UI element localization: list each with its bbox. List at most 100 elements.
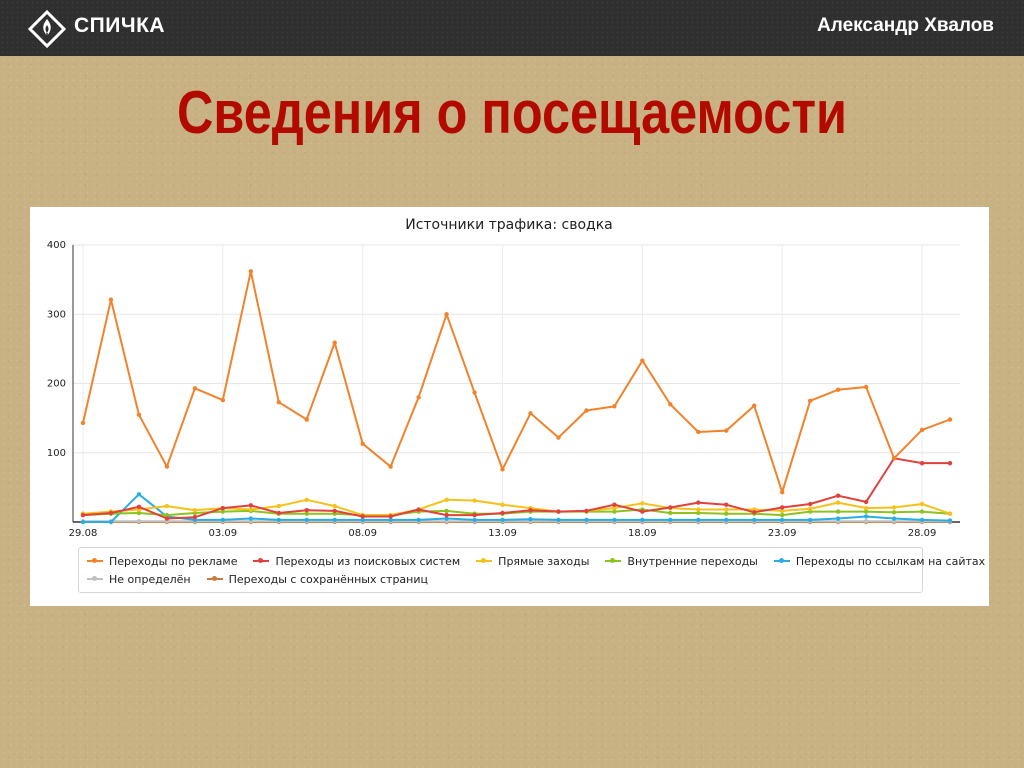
- page-title: Сведения о посещаемости: [176, 79, 847, 146]
- data-point: [444, 512, 449, 518]
- data-point: [752, 517, 757, 523]
- data-point: [164, 516, 170, 521]
- data-point: [696, 507, 701, 512]
- data-point: [164, 503, 170, 509]
- data-point: [108, 510, 114, 516]
- data-point: [724, 502, 729, 507]
- legend-label: Переходы из поисковых систем: [275, 554, 461, 568]
- data-point: [779, 505, 785, 510]
- data-point: [584, 408, 589, 413]
- data-point: [500, 517, 505, 523]
- data-point: [724, 507, 729, 512]
- data-point: [332, 340, 337, 345]
- data-point: [304, 511, 309, 516]
- data-point: [947, 518, 953, 523]
- data-point: [108, 297, 114, 302]
- x-tick-label: 29.08: [69, 528, 98, 539]
- data-point: [807, 506, 813, 512]
- chart-legend: Переходы по рекламе Переходы из поисковых…: [78, 547, 985, 593]
- data-point: [276, 503, 281, 509]
- data-point: [164, 464, 170, 469]
- data-point: [220, 509, 226, 514]
- data-point: [696, 429, 701, 435]
- data-point: [332, 517, 337, 523]
- data-point: [416, 395, 421, 400]
- data-point: [612, 517, 617, 523]
- legend-item[interactable]: Переходы с сохранённых страниц: [206, 572, 428, 586]
- data-point: [919, 517, 925, 523]
- data-point: [444, 497, 449, 503]
- data-point: [863, 514, 869, 519]
- data-point: [248, 516, 254, 521]
- data-point: [192, 386, 198, 391]
- data-point: [612, 404, 617, 409]
- data-point: [332, 508, 337, 514]
- data-point: [220, 505, 226, 511]
- data-point: [807, 501, 813, 507]
- data-point: [472, 390, 477, 395]
- legend-item[interactable]: Переходы по ссылкам на сайтах: [773, 555, 985, 568]
- data-point: [612, 509, 617, 514]
- author-name: Александр Хвалов: [817, 15, 994, 36]
- data-point: [416, 507, 421, 512]
- x-tick-label: 18.09: [628, 528, 657, 539]
- data-point: [891, 456, 897, 461]
- data-point: [136, 492, 142, 497]
- chart-title: Источники трафика: сводка: [405, 217, 613, 233]
- data-point: [835, 387, 841, 392]
- data-point: [807, 517, 813, 523]
- legend-item[interactable]: Внутренние переходы: [605, 555, 758, 568]
- data-point: [444, 516, 449, 521]
- data-point: [192, 514, 198, 520]
- data-point: [891, 516, 897, 521]
- data-point: [500, 467, 505, 472]
- legend-item[interactable]: Переходы из поисковых систем: [253, 555, 460, 568]
- data-point: [556, 509, 561, 514]
- data-point: [276, 399, 281, 405]
- data-point: [947, 417, 953, 422]
- data-point: [556, 435, 561, 440]
- data-point: [248, 507, 254, 512]
- data-point: [696, 510, 701, 516]
- legend-row: Переходы по рекламе Переходы из поисковых…: [87, 552, 985, 570]
- traffic-chart: Источники трафика: сводка 100 200 300 400 29.…: [47, 217, 960, 539]
- data-point: [640, 517, 645, 523]
- legend-item[interactable]: Прямые заходы: [476, 555, 589, 568]
- data-point: [863, 509, 869, 514]
- data-point: [528, 517, 533, 522]
- data-point: [528, 411, 533, 416]
- data-point: [388, 514, 393, 519]
- legend-swatch: [87, 576, 103, 581]
- data-point: [668, 505, 673, 510]
- data-point: [164, 512, 170, 518]
- series-line: [82, 270, 951, 494]
- data-point: [612, 502, 617, 507]
- data-point: [472, 512, 477, 518]
- data-point: [444, 508, 449, 514]
- data-point: [891, 505, 897, 510]
- legend-swatch: [605, 558, 622, 563]
- data-point: [668, 510, 673, 516]
- series-line: [82, 457, 950, 520]
- x-tick-label: 13.09: [488, 528, 517, 539]
- data-point: [779, 517, 785, 523]
- legend-label: Переходы с сохранённых страниц: [228, 572, 428, 586]
- data-point: [304, 517, 309, 523]
- data-point: [472, 498, 477, 503]
- data-point: [360, 514, 365, 519]
- y-tick-label: 400: [47, 240, 66, 251]
- legend-item[interactable]: Переходы по рекламе: [87, 555, 237, 568]
- data-point: [360, 441, 365, 446]
- x-tick-label: 28.09: [908, 528, 937, 539]
- series-line: [83, 493, 951, 523]
- data-point: [388, 517, 393, 523]
- legend-swatch: [206, 576, 223, 581]
- legend-swatch: [87, 558, 103, 563]
- data-point: [640, 358, 645, 363]
- data-point: [304, 508, 309, 513]
- data-point: [640, 501, 645, 506]
- legend-item[interactable]: Не определён: [87, 573, 191, 586]
- data-point: [108, 519, 114, 525]
- legend-swatch: [476, 558, 493, 563]
- brand-name: СПИЧКА: [74, 14, 166, 37]
